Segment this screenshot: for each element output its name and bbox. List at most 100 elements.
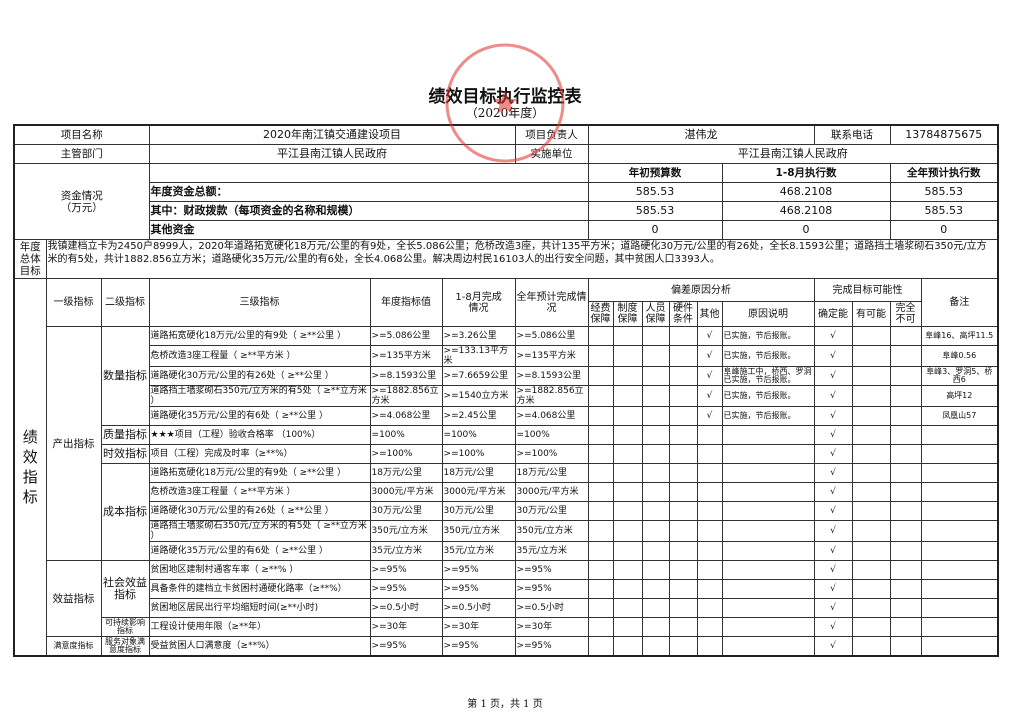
level1-indicator: 满意度指标: [45, 636, 102, 657]
funds-row: 其中：财政拨款（每项资金的名称和规模） 585.53 468.2108 585.…: [14, 201, 999, 221]
level3-indicator: 道路硬化30万元/公里的有26处（ ≥**公里 ）: [148, 366, 371, 386]
header-fund: 经费保障: [587, 301, 614, 327]
annual-target: >=30年: [369, 617, 443, 637]
header-l1: 一级指标: [45, 278, 102, 327]
other-check: [696, 636, 723, 657]
actual-progress: >=0.5小时: [441, 598, 516, 618]
level3-indicator: 项目（工程）完成及时率（≥**%）: [148, 444, 371, 464]
fund-check: [587, 541, 614, 561]
col-forecast: 全年预计执行数: [889, 163, 999, 183]
funds-forecast: 0: [889, 220, 999, 240]
note-text: 阜峰3、罗洞5、桥西6: [920, 366, 999, 386]
funds-budget: 585.53: [587, 201, 723, 221]
impossible-check: [889, 463, 922, 483]
reason-text: [721, 636, 815, 657]
header-actual: 1-8月完成情况: [441, 278, 516, 327]
fund-check: [587, 636, 614, 657]
forecast-completion: 350元/立方米: [514, 520, 589, 542]
maybe-check: [851, 636, 891, 657]
header-forecast: 全年预计完成情况: [514, 278, 589, 327]
project-name-value: 2020年南江镇交通建设项目: [148, 124, 516, 145]
hardware-check: [668, 326, 698, 346]
reason-text: [721, 598, 815, 618]
header-sure: 确定能: [813, 301, 853, 327]
impossible-check: [889, 520, 922, 542]
other-check: [696, 520, 723, 542]
header-target: 年度指标值: [369, 278, 443, 327]
actual-progress: >=95%: [441, 560, 516, 580]
staff-check: [641, 444, 670, 464]
sure-check: √: [813, 579, 853, 599]
sure-check: √: [813, 617, 853, 637]
funds-row-label: 其中：财政拨款（每项资金的名称和规模）: [148, 201, 589, 221]
indicator-row: 危桥改造3座工程量（ ≥**平方米 ） >=135平方米 >=133.13平方米 >=…: [14, 345, 999, 367]
other-check: [696, 598, 723, 618]
sure-check: √: [813, 463, 853, 483]
system-check: [612, 501, 643, 521]
maybe-check: [851, 463, 891, 483]
reason-text: 已实施，节后报账。: [721, 406, 815, 426]
indicator-row: 道路挡土墙浆砌石350元/立方米的有5处（ ≥**立方米 ） 350元/立方米 35…: [14, 520, 999, 542]
note-text: 阜峰0.56: [920, 345, 999, 367]
staff-check: [641, 345, 670, 367]
forecast-completion: >=4.068公里: [514, 406, 589, 426]
other-check: √: [696, 366, 723, 386]
other-check: [696, 560, 723, 580]
note-text: [920, 617, 999, 637]
forecast-completion: >=95%: [514, 579, 589, 599]
system-check: [612, 617, 643, 637]
hardware-check: [668, 636, 698, 657]
hardware-check: [668, 366, 698, 386]
indicator-header-row: 绩效指标 一级指标 二级指标 三级指标 年度指标值 1-8月完成情况 全年预计完…: [13, 278, 999, 657]
reason-text: 已实施，节后报账。: [721, 326, 815, 346]
department-row: 主管部门 平江县南江镇人民政府 实施单位 平江县南江镇人民政府: [13, 144, 999, 164]
level2-indicator: 数量指标: [100, 326, 150, 426]
system-check: [612, 560, 643, 580]
forecast-completion: 3000元/平方米: [514, 482, 589, 502]
sure-check: √: [813, 501, 853, 521]
monitoring-table: 项目名称 2020年南江镇交通建设项目 项目负责人 湛伟龙 联系电话 13784…: [13, 124, 1000, 657]
note-text: 凤凰山57: [920, 406, 999, 426]
annual-target: =100%: [369, 425, 443, 445]
overall-goal-text: 我镇建档立卡为2450户8999人，2020年道路拓宽硬化18万元/公里的有9处…: [45, 239, 999, 279]
actual-progress: 18万元/公里: [441, 463, 516, 483]
sure-check: √: [813, 482, 853, 502]
forecast-completion: >=1882.856立方米: [514, 385, 589, 407]
fund-check: [587, 482, 614, 502]
other-check: [696, 579, 723, 599]
level1-indicator: 产出指标: [45, 326, 102, 561]
maybe-check: [851, 501, 891, 521]
staff-check: [641, 482, 670, 502]
other-check: [696, 617, 723, 637]
level3-indicator: 危桥改造3座工程量（ ≥**平方米 ）: [148, 345, 371, 367]
actual-progress: 3000元/平方米: [441, 482, 516, 502]
impossible-check: [889, 501, 922, 521]
staff-check: [641, 326, 670, 346]
hardware-check: [668, 385, 698, 407]
level2-indicator: 服务对象满意度指标: [100, 636, 150, 657]
reason-text: 阜峰施工中，桥西、罗洞已实施，节后报账。: [721, 366, 815, 386]
funds-forecast: 585.53: [889, 182, 999, 202]
fund-check: [587, 345, 614, 367]
other-check: [696, 463, 723, 483]
fund-check: [587, 425, 614, 445]
impossible-check: [889, 425, 922, 445]
maybe-check: [851, 366, 891, 386]
annual-target: >=5.086公里: [369, 326, 443, 346]
level3-indicator: 道路硬化30万元/公里的有26处（ ≥**公里 ）: [148, 501, 371, 521]
indicator-row: 具备条件的建档立卡贫困村通硬化路率（≥**%） >=95% >=95% >=95% √: [14, 579, 999, 599]
reason-text: [721, 541, 815, 561]
other-check: √: [696, 345, 723, 367]
forecast-completion: 30万元/公里: [514, 501, 589, 521]
header-note: 备注: [920, 278, 999, 327]
impossible-check: [889, 444, 922, 464]
fund-check: [587, 463, 614, 483]
hardware-check: [668, 406, 698, 426]
forecast-completion: >=8.1593公里: [514, 366, 589, 386]
hardware-check: [668, 463, 698, 483]
note-text: 高坪12: [920, 385, 999, 407]
other-check: √: [696, 406, 723, 426]
maybe-check: [851, 560, 891, 580]
sure-check: √: [813, 425, 853, 445]
annual-target: 18万元/公里: [369, 463, 443, 483]
